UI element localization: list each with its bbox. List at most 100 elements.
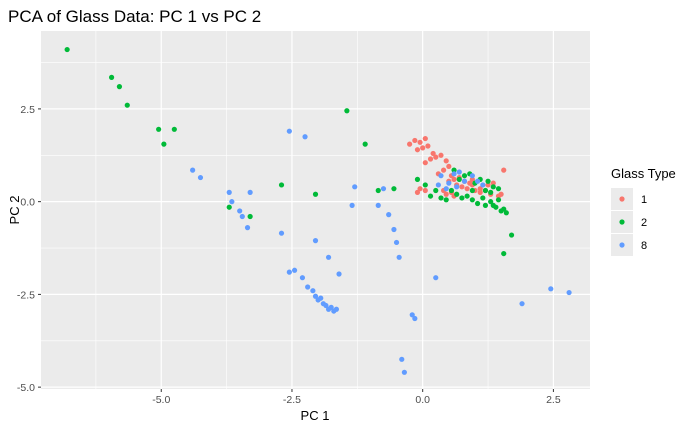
point-type-2	[469, 187, 475, 194]
point-type-2	[464, 193, 470, 199]
point-type-2	[490, 184, 496, 190]
point-type-2	[480, 195, 486, 201]
x-tick-label: 0.0	[415, 394, 430, 406]
legend: Glass Type 1 2 8	[611, 166, 676, 256]
point-type-8	[396, 254, 402, 260]
point-type-8	[237, 208, 243, 214]
point-type-8	[226, 189, 232, 195]
point-type-8	[299, 275, 306, 281]
point-type-2	[247, 213, 253, 220]
point-type-8	[286, 269, 292, 275]
point-type-1	[477, 186, 483, 192]
point-type-2	[414, 176, 421, 182]
point-type-1	[459, 184, 465, 190]
point-type-8	[386, 212, 392, 218]
point-type-8	[190, 167, 196, 173]
point-type-2	[488, 189, 494, 195]
point-type-1	[495, 193, 502, 199]
legend-key-2	[619, 219, 625, 225]
point-type-8	[391, 226, 397, 233]
point-type-1	[501, 167, 507, 173]
point-type-8	[401, 369, 407, 375]
point-type-8	[291, 267, 298, 273]
point-type-1	[451, 176, 457, 182]
point-type-8	[446, 180, 452, 186]
point-type-1	[446, 163, 452, 170]
y-axis-title: PC 2	[7, 196, 22, 225]
point-type-8	[352, 184, 358, 190]
point-type-8	[244, 225, 251, 231]
point-type-2	[278, 182, 285, 188]
point-type-2	[362, 141, 368, 147]
legend-label-1: 1	[641, 194, 647, 206]
point-type-1	[443, 191, 449, 197]
point-type-8	[318, 295, 324, 301]
point-type-2	[171, 126, 177, 132]
point-type-8	[443, 186, 449, 192]
legend-label-8: 8	[641, 240, 647, 252]
point-type-2	[443, 197, 449, 203]
point-type-2	[456, 176, 462, 182]
point-type-1	[417, 186, 423, 192]
point-type-8	[323, 302, 329, 309]
point-type-2	[427, 193, 434, 199]
point-type-1	[407, 141, 413, 147]
point-type-1	[477, 189, 483, 195]
x-tick-label: -2.5	[283, 394, 301, 406]
point-type-8	[239, 213, 245, 220]
point-type-1	[427, 156, 434, 162]
chart-title: PCA of Glass Data: PC 1 vs PC 2	[8, 7, 261, 26]
minor-gridlines	[41, 31, 590, 389]
point-type-1	[422, 135, 428, 142]
point-type-2	[438, 195, 444, 201]
point-type-8	[310, 288, 316, 294]
point-type-8	[302, 134, 308, 140]
point-type-8	[333, 306, 340, 312]
point-type-8	[328, 304, 334, 310]
point-type-8	[349, 202, 355, 208]
point-type-8	[461, 178, 468, 184]
point-type-2	[344, 108, 350, 114]
point-type-2	[161, 141, 167, 147]
y-tick-label: -5.0	[17, 382, 35, 394]
point-type-1	[441, 167, 447, 173]
point-type-8	[438, 173, 444, 179]
point-type-8	[325, 254, 332, 260]
point-type-8	[469, 173, 475, 179]
point-type-8	[519, 301, 525, 307]
point-type-8	[433, 275, 439, 281]
y-tick-label: 0.0	[20, 197, 35, 209]
point-type-2	[482, 202, 489, 208]
point-type-2	[469, 197, 475, 203]
point-type-2	[433, 187, 439, 194]
point-type-8	[286, 128, 292, 134]
point-type-2	[495, 186, 502, 192]
point-type-8	[454, 184, 460, 190]
point-type-2	[503, 210, 509, 216]
point-type-1	[414, 147, 421, 153]
point-type-2	[459, 195, 465, 201]
x-axis-ticks: -5.0 -2.5 0.0 2.5	[152, 389, 561, 406]
point-type-1	[420, 145, 426, 151]
point-type-8	[312, 238, 319, 244]
point-type-8	[566, 289, 572, 296]
point-type-2	[64, 46, 70, 53]
point-type-8	[480, 182, 486, 188]
point-type-2	[495, 197, 502, 203]
point-type-8	[474, 178, 481, 184]
point-type-8	[278, 230, 285, 236]
point-type-1	[438, 152, 444, 158]
point-type-8	[380, 186, 387, 192]
point-type-8	[451, 171, 457, 177]
point-type-2	[461, 173, 468, 179]
point-type-1	[412, 137, 418, 144]
plot-panel	[41, 31, 590, 389]
point-type-1	[425, 143, 431, 149]
point-type-2	[474, 200, 481, 207]
legend-key-8	[619, 242, 625, 248]
point-type-8	[393, 239, 400, 246]
point-type-8	[197, 174, 204, 181]
x-axis-title: PC 1	[301, 408, 330, 423]
point-type-2	[448, 187, 455, 194]
